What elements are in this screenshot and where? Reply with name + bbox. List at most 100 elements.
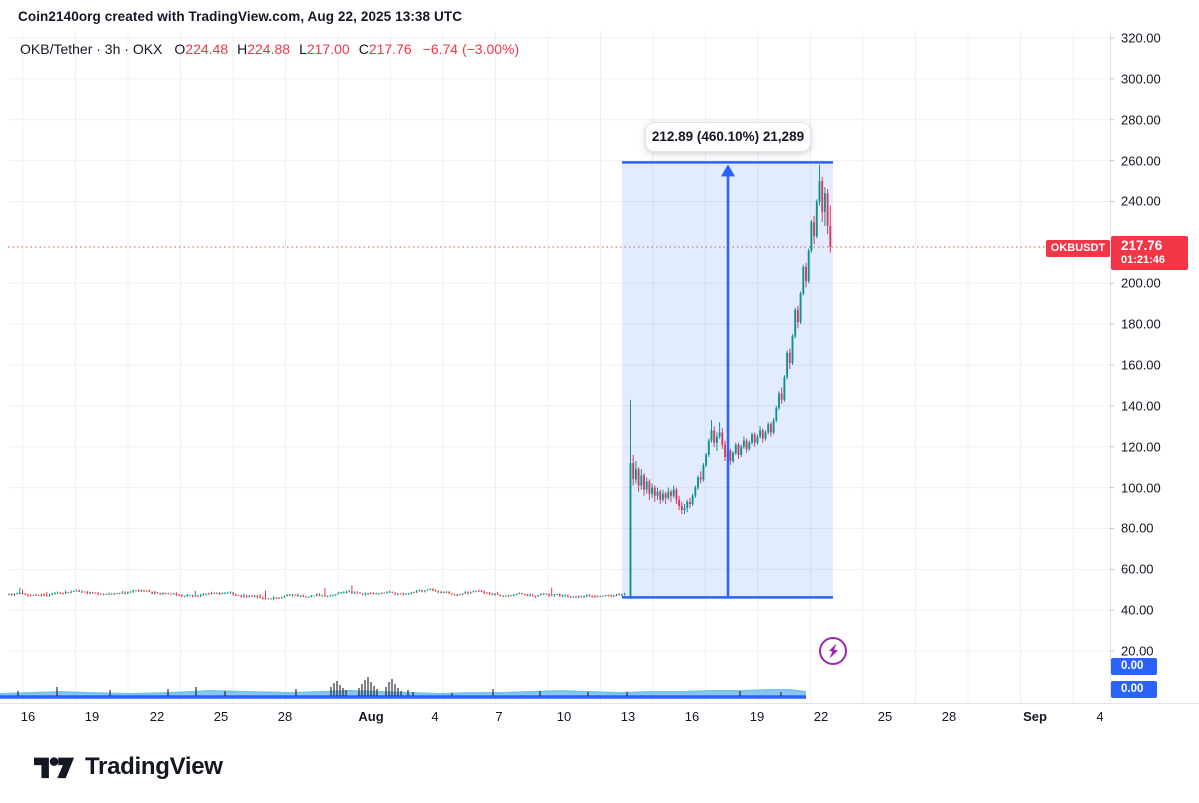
candle-body xyxy=(691,495,694,504)
candle-body xyxy=(523,593,526,595)
candle-body xyxy=(162,593,164,595)
candle-body xyxy=(550,595,553,597)
candle-body xyxy=(221,593,224,595)
candle-body xyxy=(453,594,456,596)
candle-body xyxy=(802,266,805,294)
candle-body xyxy=(783,377,786,400)
candle-body xyxy=(108,593,110,595)
candle-body xyxy=(321,595,323,597)
time-tick-label: 13 xyxy=(620,709,636,724)
candle-body xyxy=(496,593,499,595)
candle-body xyxy=(378,593,380,595)
time-tick-label: Sep xyxy=(1023,709,1047,724)
candle-body xyxy=(226,592,229,594)
candle-body xyxy=(629,463,632,598)
candle-body xyxy=(510,595,512,597)
symbol-title[interactable]: OKB/Tether · 3h · OKX xyxy=(20,41,163,57)
candle-body xyxy=(526,594,529,596)
price-tick-label: 280.00 xyxy=(1121,112,1161,128)
candle-body xyxy=(737,444,740,455)
candle-body xyxy=(604,595,607,596)
lightning-icon xyxy=(828,643,838,659)
candle-body xyxy=(451,593,453,595)
candle-body xyxy=(129,591,132,593)
candle-body xyxy=(181,594,183,597)
candle-body xyxy=(64,591,67,594)
price-tick-label: 100.00 xyxy=(1121,480,1161,496)
candle-body xyxy=(545,593,548,595)
low-label: L xyxy=(299,41,307,57)
candle-body xyxy=(478,590,480,592)
candle-body xyxy=(118,593,121,595)
candle-body xyxy=(78,590,80,592)
price-tick-label: 40.00 xyxy=(1121,602,1154,618)
candle-body xyxy=(178,594,180,596)
candle-body xyxy=(724,444,726,457)
candle-body xyxy=(124,592,126,594)
candle-body xyxy=(205,593,207,595)
candle-body xyxy=(21,592,24,595)
candle-body xyxy=(121,592,124,594)
candle-body xyxy=(370,593,372,594)
candle-body xyxy=(769,424,772,433)
candle-body xyxy=(135,590,137,592)
candle-body xyxy=(764,432,767,439)
candle-body xyxy=(670,491,672,496)
candle-body xyxy=(235,594,237,596)
candle-body xyxy=(51,593,53,595)
lightning-button[interactable] xyxy=(819,637,847,665)
candle-body xyxy=(54,593,56,594)
candle-body xyxy=(218,592,221,594)
candle-body xyxy=(480,591,483,593)
time-tick-label: 22 xyxy=(813,709,829,724)
candle-body xyxy=(537,595,539,597)
price-tick-label: 160.00 xyxy=(1121,357,1161,373)
candle-body xyxy=(313,595,315,597)
candle-body xyxy=(751,434,753,443)
candle-body xyxy=(821,181,824,212)
candle-body xyxy=(81,591,83,593)
candle-body xyxy=(208,593,210,595)
candle-body xyxy=(469,592,472,594)
candle-body xyxy=(216,592,218,594)
candle-body xyxy=(778,393,780,408)
candle-body xyxy=(799,293,802,323)
candle-body xyxy=(467,592,469,594)
candle-body xyxy=(329,595,332,597)
candle-body xyxy=(102,594,105,596)
candle-body xyxy=(418,590,421,592)
candle-body xyxy=(356,592,359,594)
tradingview-logo-icon xyxy=(34,757,75,779)
candle-body xyxy=(148,590,151,592)
candle-body xyxy=(421,590,423,592)
candle-body xyxy=(286,594,288,597)
candle-body xyxy=(415,591,418,593)
candle-body xyxy=(343,591,345,593)
candle-body xyxy=(586,595,588,597)
candle-body xyxy=(367,593,369,594)
candle-body xyxy=(46,595,48,597)
candle-body xyxy=(35,594,37,596)
change-value: −6.74 (−3.00%) xyxy=(422,41,520,57)
candle-body xyxy=(332,595,334,597)
candle-body xyxy=(294,594,296,596)
candle-body xyxy=(251,595,253,597)
candle-body xyxy=(805,266,807,282)
candle-body xyxy=(513,594,515,596)
candle-body xyxy=(337,593,340,595)
candle-body xyxy=(507,595,510,597)
candle-body xyxy=(780,393,783,400)
candle-body xyxy=(291,594,294,596)
candle-body xyxy=(491,593,494,595)
candle-body xyxy=(8,594,10,595)
candle-body xyxy=(772,420,775,433)
candle-body xyxy=(10,594,13,595)
candle-body xyxy=(486,592,488,594)
candle-body xyxy=(429,588,431,590)
candle-body xyxy=(256,595,259,598)
tradingview-logo[interactable]: TradingView xyxy=(34,752,223,781)
candle-body xyxy=(499,594,502,596)
candle-body xyxy=(659,491,662,500)
